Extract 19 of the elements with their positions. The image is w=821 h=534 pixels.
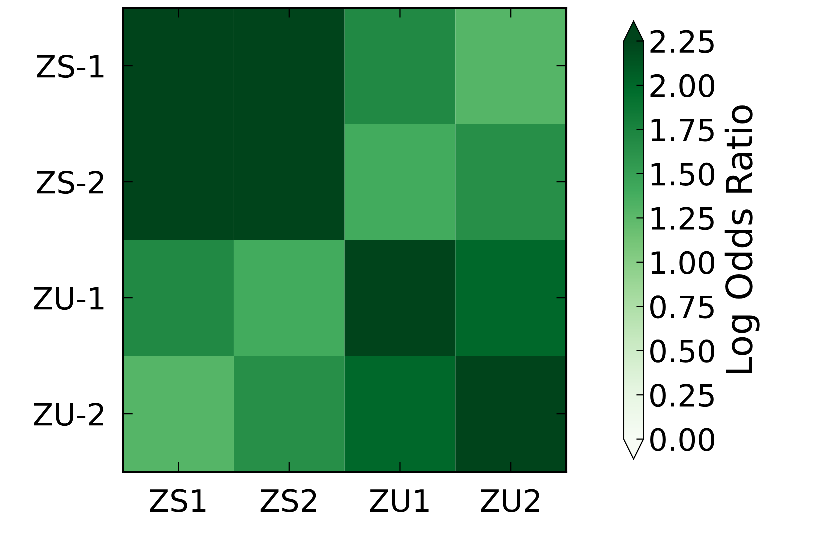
x-tick-label: ZS2 [260,489,316,512]
color-bar-label: 0.75 [650,296,714,319]
y-tick-label: ZS-2 [37,170,104,194]
y-tick-label: ZS-1 [37,54,104,78]
color-bar-label: 1.25 [652,207,714,230]
color-bar-label: 1.50 [652,162,715,186]
x-tick-label: ZU2 [481,489,540,512]
color-bar-label: 1.00 [652,251,715,274]
color-bar-label: 0.50 [650,340,715,363]
color-bar-label: 2.25 [650,30,714,54]
y-tick-label: ZU-1 [34,287,104,310]
y-tick-label: ZU-2 [34,402,104,426]
color-bar-label: 2.00 [650,74,715,98]
color-bar-label: 1.75 [652,119,714,142]
color-bar-label: 0.25 [650,384,714,408]
color-bar-label: 0.00 [650,428,715,452]
color-bar-title: Log Odds Ratio [724,106,760,374]
x-tick-label: ZU1 [370,490,429,512]
x-tick-label: ZS1 [150,489,206,512]
